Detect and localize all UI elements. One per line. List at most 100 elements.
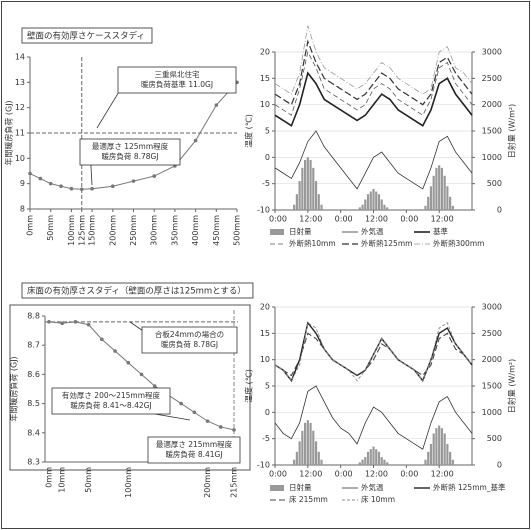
legend-label: 床 215mm (289, 494, 328, 504)
y-tick-label: 10 (260, 355, 270, 364)
y-axis-label: 温度 (℃) (244, 369, 254, 403)
x-tick-label: 12:00 (299, 215, 322, 224)
annotation-text: 暖房負荷 8.41～8.42GJ (70, 400, 151, 410)
y2-tick-label: 1000 (482, 153, 502, 162)
solar-bar (312, 167, 315, 210)
data-point (218, 425, 223, 429)
x-tick-label: 0mm (45, 467, 54, 488)
x-tick-label: 215mm (230, 467, 239, 498)
solar-bar (295, 451, 298, 465)
x-tick-label: 100mm (67, 215, 76, 246)
solar-bar (295, 194, 298, 210)
temperature-line (274, 332, 473, 377)
solar-bar (377, 194, 381, 210)
y2-tick-label: 1500 (482, 382, 502, 391)
solar-bar (438, 425, 441, 465)
x-tick-label: 12:00 (299, 470, 322, 479)
x-tick-label: 0mm (26, 215, 35, 236)
solar-bar (440, 428, 443, 465)
y-tick-label: 8.4 (27, 428, 40, 437)
solar-bar (377, 451, 381, 465)
x-tick-label: 300mm (150, 215, 159, 246)
data-point (100, 337, 104, 342)
y-tick-label: 12 (15, 103, 25, 112)
x-tick-label: 0:00 (269, 470, 287, 479)
annotation-box (117, 66, 237, 94)
solar-bar (380, 199, 383, 210)
temperature-line (274, 25, 473, 95)
x-tick-label: 200mm (108, 215, 117, 246)
y-tick-label: 20 (260, 303, 270, 312)
x-tick-label: 500mm (233, 215, 242, 246)
y2-tick-label: 3000 (482, 303, 502, 312)
y-axis-label: 年間暖房負荷 (GJ) (4, 100, 14, 165)
solar-bar (306, 157, 309, 210)
solar-bar (427, 451, 430, 465)
solar-bar (375, 449, 378, 465)
x-tick-label: 12:00 (431, 215, 454, 224)
x-tick-label: 0:00 (400, 470, 418, 479)
temperature-line (274, 39, 473, 106)
solar-bar (306, 420, 309, 465)
solar-bar (369, 449, 372, 465)
annotation-box (79, 138, 181, 166)
y2-tick-label: 0 (497, 461, 502, 470)
chart-title: 壁面の有効厚さケーススタディ (27, 31, 145, 42)
temperature-line (274, 321, 473, 383)
x-tick-label: 50mm (84, 467, 93, 493)
data-point (47, 320, 51, 324)
x-tick-label: 400mm (191, 215, 200, 246)
x-tick-label: 450mm (212, 215, 221, 246)
data-point (193, 138, 198, 143)
solar-bar (438, 165, 441, 210)
y2-tick-label: 1500 (482, 127, 502, 136)
legend-label: 外断熱10mm (289, 238, 336, 248)
legend-label: 外気温 (361, 482, 384, 492)
annotation-text: 最適厚さ 125mm程度 (92, 141, 169, 151)
solar-bar (358, 462, 361, 465)
solar-bar (301, 430, 304, 465)
solar-bar (372, 446, 375, 465)
solar-bar (440, 167, 443, 210)
data-point (205, 419, 210, 423)
data-point (73, 320, 78, 324)
legend-label: 外断熱300mm (433, 238, 484, 248)
x-tick-label: 10mm (58, 467, 67, 493)
y-tick-label: 5 (265, 382, 270, 391)
solar-bar (358, 207, 361, 210)
y-tick-label: -10 (257, 206, 270, 215)
solar-bar (309, 159, 312, 210)
solar-bar (366, 451, 370, 465)
solar-bar (320, 204, 323, 210)
legend-swatch (270, 229, 284, 235)
solar-bar (449, 451, 452, 465)
solar-bar (301, 167, 304, 210)
solar-bar (435, 167, 438, 210)
x-tick-label: 12:00 (365, 470, 388, 479)
solar-bar (366, 194, 370, 210)
solar-bar (361, 204, 364, 210)
data-point (28, 171, 32, 176)
solar-bar (424, 459, 427, 465)
solar-bar (429, 186, 433, 210)
solar-bar (435, 428, 438, 465)
temperature-line (274, 71, 473, 127)
y2-tick-label: 2000 (482, 355, 502, 364)
data-point (60, 321, 65, 326)
data-line (29, 81, 238, 190)
data-point (38, 176, 43, 181)
solar-bar (304, 422, 307, 465)
data-point (69, 186, 74, 191)
annotation-text: 合板24mmの場合の (155, 329, 224, 339)
solar-bar (451, 205, 454, 210)
legend-label: 床 10mm (361, 494, 395, 504)
y-tick-label: -5 (262, 434, 270, 443)
y2-tick-label: 0 (497, 206, 502, 215)
legend-label: 基準 (433, 226, 448, 236)
solar-bar (451, 459, 454, 465)
data-point (113, 349, 117, 353)
data-point (90, 186, 94, 191)
